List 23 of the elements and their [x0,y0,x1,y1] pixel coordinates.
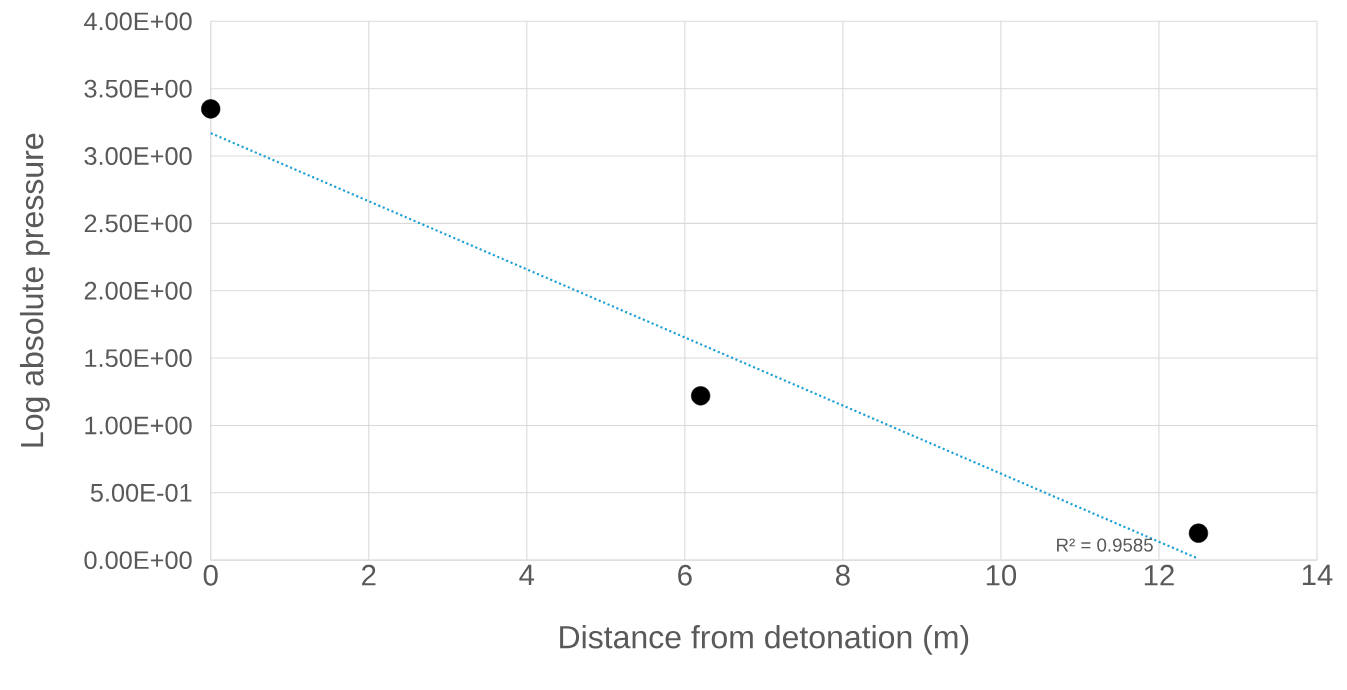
y-tick-label: 2.00E+00 [84,282,192,300]
y-tick-label: 1.50E+00 [85,349,192,368]
y-tick-label: 2.50E+00 [84,214,192,233]
y-tick-label: 1.00E+00 [85,416,192,435]
point [201,99,221,119]
x-tick-label: 2 [362,565,376,586]
x-tick-label: 6 [678,565,692,586]
x-tick-label: 8 [836,565,850,586]
x-tick-label: 10 [986,565,1017,586]
point [691,386,711,406]
y-tick-label: 0.00E+00 [84,551,192,570]
y-axis-title: Log absolute pressure [19,134,50,447]
x-tick-label: 4 [519,565,535,586]
y-tick-label: 4.00E+00 [84,12,192,31]
x-tick-label: 0 [203,565,218,586]
point [1188,523,1209,544]
y-tick-label: 3.50E+00 [84,79,192,98]
x-tick-label: 14 [1302,565,1333,586]
y-tick-label: 5.00E-01 [90,484,192,503]
annotation: R² = 0.9585 [1057,538,1153,552]
x-tick-label: 12 [1144,565,1174,586]
x-axis-title: Distance from detonation (m) [560,625,969,656]
y-tick-label: 3.00E+00 [84,147,192,166]
